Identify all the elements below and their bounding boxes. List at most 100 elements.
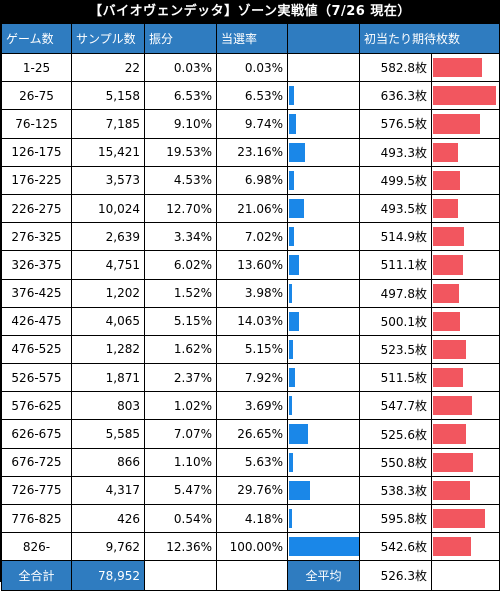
cell-samples: 3,573 — [72, 166, 145, 194]
footer-blank-rate — [217, 561, 288, 591]
cell-win-rate-bar — [288, 110, 360, 138]
expected-coins-bar — [433, 396, 472, 415]
cell-game-range: 526-575 — [2, 364, 72, 392]
cell-samples: 7,185 — [72, 110, 145, 138]
cell-expected-coins: 636.3枚 — [360, 82, 432, 110]
average-label: 全平均 — [288, 561, 360, 591]
cell-expected-coins: 547.7枚 — [360, 392, 432, 420]
cell-win-rate-bar — [288, 138, 360, 166]
cell-win-rate-bar — [288, 335, 360, 363]
cell-win-rate-bar — [288, 251, 360, 279]
cell-win-rate-bar — [288, 448, 360, 476]
cell-expected-coins: 595.8枚 — [360, 505, 432, 533]
cell-win-rate-bar — [288, 505, 360, 533]
cell-expected-coins-bar — [432, 279, 500, 307]
cell-expected-coins-bar — [432, 223, 500, 251]
cell-win-rate-bar — [288, 223, 360, 251]
cell-win-rate-bar — [288, 392, 360, 420]
cell-samples: 9,762 — [72, 533, 145, 561]
total-label: 全合計 — [2, 561, 72, 591]
win-rate-bar — [289, 114, 296, 133]
cell-win-rate: 7.92% — [217, 364, 288, 392]
expected-coins-bar — [433, 537, 471, 556]
cell-expected-coins-bar — [432, 448, 500, 476]
cell-game-range: 376-425 — [2, 279, 72, 307]
cell-distribution: 7.07% — [145, 420, 217, 448]
cell-distribution: 19.53% — [145, 138, 217, 166]
cell-win-rate: 3.69% — [217, 392, 288, 420]
cell-expected-coins: 493.3枚 — [360, 138, 432, 166]
cell-expected-coins: 550.8枚 — [360, 448, 432, 476]
cell-distribution: 6.02% — [145, 251, 217, 279]
cell-expected-coins: 538.3枚 — [360, 476, 432, 504]
cell-expected-coins-bar — [432, 533, 500, 561]
cell-game-range: 476-525 — [2, 335, 72, 363]
cell-win-rate: 0.03% — [217, 54, 288, 82]
cell-win-rate-bar — [288, 533, 360, 561]
cell-game-range: 776-825 — [2, 505, 72, 533]
cell-win-rate: 29.76% — [217, 476, 288, 504]
header-distribution: 振分 — [145, 24, 217, 54]
cell-win-rate: 6.53% — [217, 82, 288, 110]
cell-expected-coins: 511.1枚 — [360, 251, 432, 279]
cell-win-rate: 100.00% — [217, 533, 288, 561]
cell-game-range: 126-175 — [2, 138, 72, 166]
cell-expected-coins-bar — [432, 392, 500, 420]
expected-coins-bar — [433, 58, 482, 77]
cell-samples: 22 — [72, 54, 145, 82]
cell-win-rate: 3.98% — [217, 279, 288, 307]
average-coins: 526.3枚 — [360, 561, 432, 591]
cell-win-rate: 26.65% — [217, 420, 288, 448]
cell-distribution: 6.53% — [145, 82, 217, 110]
cell-game-range: 276-325 — [2, 223, 72, 251]
header-win-rate-bar — [288, 24, 360, 54]
cell-win-rate: 14.03% — [217, 307, 288, 335]
cell-expected-coins: 511.5枚 — [360, 364, 432, 392]
cell-samples: 4,751 — [72, 251, 145, 279]
footer-blank-distribution — [145, 561, 217, 591]
cell-game-range: 826- — [2, 533, 72, 561]
cell-game-range: 76-125 — [2, 110, 72, 138]
cell-expected-coins-bar — [432, 476, 500, 504]
cell-distribution: 4.53% — [145, 166, 217, 194]
cell-samples: 4,065 — [72, 307, 145, 335]
cell-game-range: 726-775 — [2, 476, 72, 504]
win-rate-bar — [289, 509, 292, 528]
expected-coins-bar — [433, 143, 458, 162]
cell-game-range: 676-725 — [2, 448, 72, 476]
cell-win-rate: 13.60% — [217, 251, 288, 279]
cell-win-rate-bar — [288, 420, 360, 448]
cell-samples: 4,317 — [72, 476, 145, 504]
cell-game-range: 1-25 — [2, 54, 72, 82]
cell-win-rate-bar — [288, 166, 360, 194]
cell-expected-coins-bar — [432, 194, 500, 222]
expected-coins-bar — [433, 340, 466, 359]
win-rate-bar — [289, 481, 310, 500]
cell-samples: 426 — [72, 505, 145, 533]
expected-coins-bar — [433, 171, 460, 190]
expected-coins-bar — [433, 255, 463, 274]
cell-game-range: 426-475 — [2, 307, 72, 335]
cell-win-rate: 5.63% — [217, 448, 288, 476]
cell-distribution: 1.52% — [145, 279, 217, 307]
win-rate-bar — [289, 424, 308, 443]
expected-coins-bar — [433, 199, 458, 218]
cell-game-range: 26-75 — [2, 82, 72, 110]
win-rate-bar — [289, 255, 299, 274]
cell-expected-coins-bar — [432, 505, 500, 533]
win-rate-bar — [289, 86, 294, 105]
header-expected-coins: 初当たり期待枚数 — [360, 24, 500, 54]
cell-samples: 10,024 — [72, 194, 145, 222]
win-rate-bar — [289, 171, 294, 190]
cell-win-rate: 6.98% — [217, 166, 288, 194]
cell-expected-coins-bar — [432, 82, 500, 110]
expected-coins-bar — [433, 86, 496, 105]
win-rate-bar — [289, 143, 305, 162]
cell-samples: 1,871 — [72, 364, 145, 392]
